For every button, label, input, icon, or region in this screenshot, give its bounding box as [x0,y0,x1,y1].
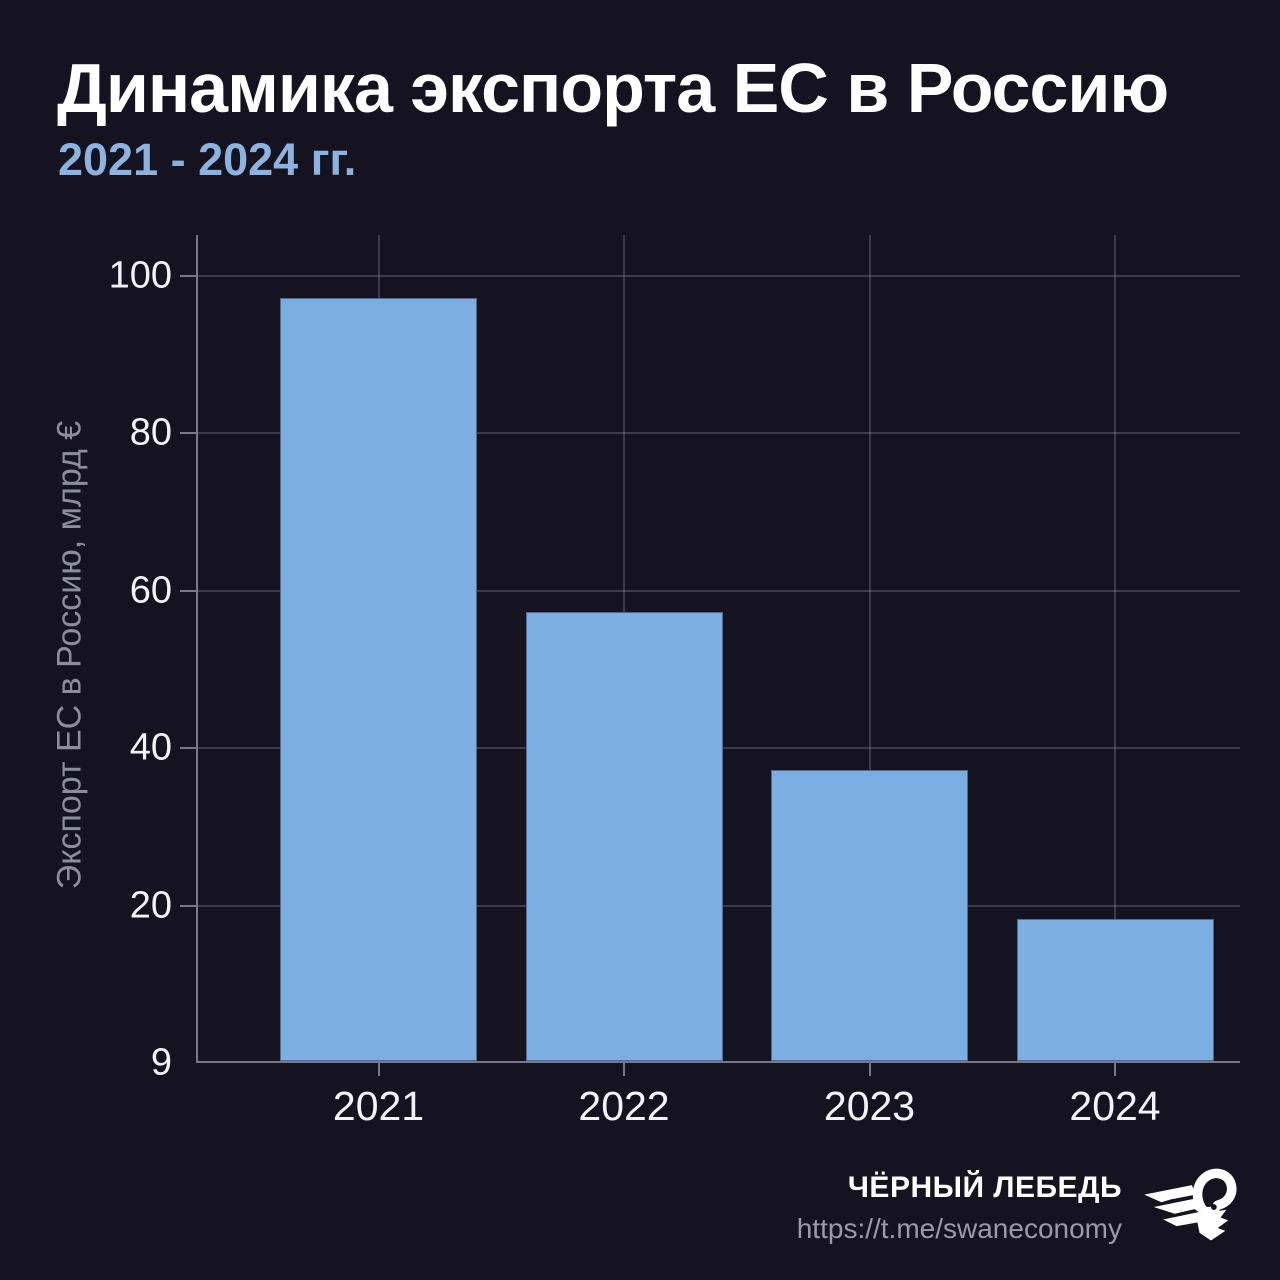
y-tick-label-80: 80 [129,411,172,454]
x-tick-label-2022: 2022 [578,1083,670,1129]
bar-2022 [525,612,723,1061]
x-tick-mark-2021 [377,1063,380,1076]
footer: ЧЁРНЫЙ ЛЕБЕДЬ https://t.me/swaneconomy [797,1166,1238,1250]
y-tick-label-20: 20 [129,884,172,927]
footer-text: ЧЁРНЫЙ ЛЕБЕДЬ https://t.me/swaneconomy [797,1171,1122,1245]
x-tick-mark-2024 [1114,1063,1116,1076]
chart-subtitle: 2021 - 2024 гг. [58,134,357,185]
x-tick-mark-2023 [868,1063,871,1076]
y-tick-mark-80 [180,432,196,435]
x-tick-label-2024: 2024 [1069,1083,1161,1129]
y-tick-mark-20 [180,904,196,907]
chart-title: Динамика экспорта ЕС в Россию [57,49,1169,127]
v-gridline-2024 [1114,235,1116,1061]
y-tick-mark-60 [180,589,196,592]
y-tick-mark-100 [180,275,196,277]
y-tick-label-100: 100 [108,254,172,297]
y-tick-label-40: 40 [129,726,172,769]
brand-name: ЧЁРНЫЙ ЛЕБЕДЬ [847,1171,1122,1204]
h-gridline-60 [198,589,1240,592]
y-axis-title: Экспорт ЕС в Россию, млрд € [50,420,89,890]
v-gridline-2023 [868,235,871,1061]
h-gridline-100 [198,275,1240,277]
bar-2021 [280,297,477,1061]
y-tick-label-9: 9 [150,1041,172,1084]
bar-chart-plot: 100 80 60 40 20 9 2021 2022 2023 2024 [109,235,1240,1129]
y-tick-label-60: 60 [129,569,172,612]
bar-2024 [1016,919,1214,1061]
x-tick-label-2023: 2023 [823,1083,916,1129]
brand-url: https://t.me/swaneconomy [796,1213,1122,1244]
y-tick-mark-40 [180,747,196,750]
h-gridline-80 [198,432,1240,435]
swan-logo-icon [1144,1168,1237,1241]
x-tick-label-2021: 2021 [332,1083,425,1129]
x-tick-mark-2022 [623,1063,625,1076]
bar-2023 [771,769,968,1061]
